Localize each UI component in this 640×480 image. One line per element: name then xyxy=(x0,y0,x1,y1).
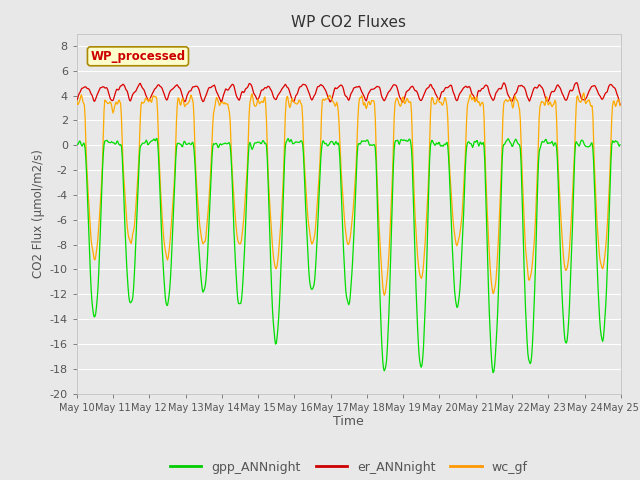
Text: WP_processed: WP_processed xyxy=(90,50,186,63)
Y-axis label: CO2 Flux (μmol/m2/s): CO2 Flux (μmol/m2/s) xyxy=(33,149,45,278)
X-axis label: Time: Time xyxy=(333,415,364,429)
Title: WP CO2 Fluxes: WP CO2 Fluxes xyxy=(291,15,406,30)
Legend: gpp_ANNnight, er_ANNnight, wc_gf: gpp_ANNnight, er_ANNnight, wc_gf xyxy=(165,456,532,479)
